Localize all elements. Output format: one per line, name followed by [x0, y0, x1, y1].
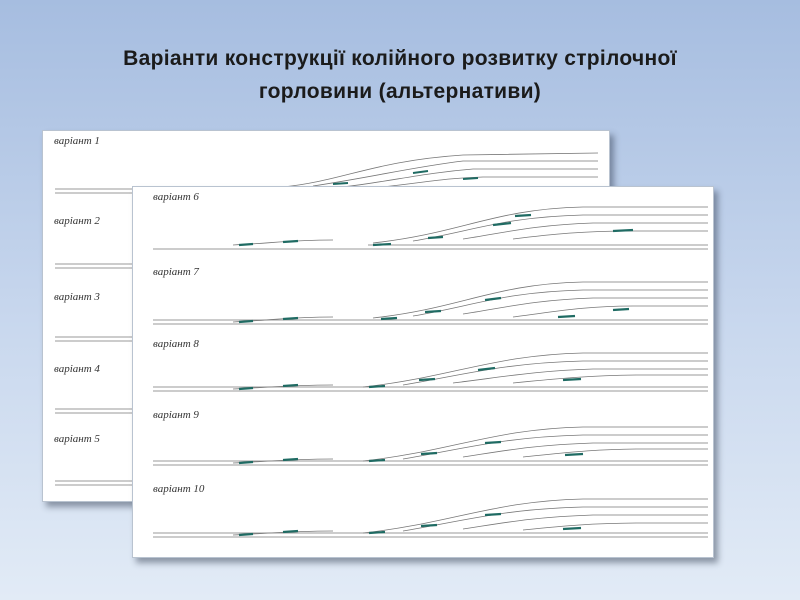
variant-4-label: варіант 4 — [54, 363, 100, 375]
variant-5-label: варіант 5 — [54, 433, 100, 445]
title-line-1: Варіанти конструкції колійного розвитку … — [123, 47, 677, 70]
title-line-2: горловини (альтернативи) — [258, 80, 542, 103]
variant-1-label: варіант 1 — [54, 135, 100, 147]
variant-6-track-layout — [153, 206, 708, 250]
variant-9-track-layout — [153, 426, 708, 466]
variant-10-track-layout — [153, 498, 708, 538]
slide-title: Варіанти конструкції колійного розвитку … — [40, 42, 760, 108]
variant-8-label: варіант 8 — [153, 338, 199, 350]
variant-7-label: варіант 7 — [153, 266, 199, 278]
variant-10-label: варіант 10 — [153, 483, 205, 495]
variant-6-label: варіант 6 — [153, 191, 199, 203]
variant-8-track-layout — [153, 352, 708, 392]
variant-3-label: варіант 3 — [54, 291, 100, 303]
variant-2-label: варіант 2 — [54, 215, 100, 227]
variant-7-track-layout — [153, 281, 708, 325]
variant-9-label: варіант 9 — [153, 409, 199, 421]
variants-panel-front: варіант 6 варіант 7 варіант 8 варіант 9 … — [132, 186, 714, 558]
